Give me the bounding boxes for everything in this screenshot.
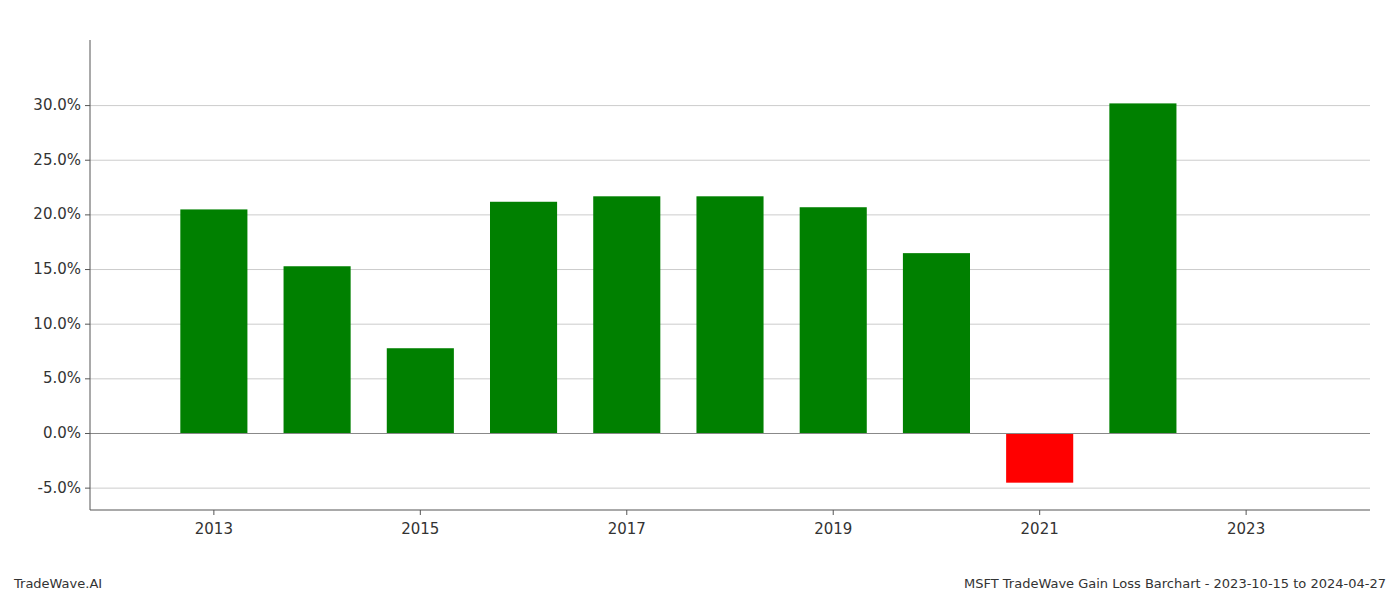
y-tick (85, 269, 90, 270)
bar (284, 266, 351, 433)
y-tick-label: 5.0% (43, 369, 81, 387)
y-tick (85, 378, 90, 379)
bar (1109, 103, 1176, 433)
bar (490, 202, 557, 434)
bars (180, 103, 1176, 482)
x-tick-label: 2023 (1227, 520, 1265, 538)
x-tick-label: 2019 (814, 520, 852, 538)
x-tick-label: 2015 (401, 520, 439, 538)
x-tick-label: 2013 (195, 520, 233, 538)
x-tick (1039, 510, 1040, 515)
x-axis-line (90, 510, 1370, 511)
y-tick-label: 15.0% (33, 260, 81, 278)
bar (593, 196, 660, 433)
y-tick (85, 214, 90, 215)
y-tick-label: 0.0% (43, 424, 81, 442)
axes: -5.0% 0.0% 5.0% 10.0% 15.0% 20.0% 25.0% 30.0% 20… (33, 40, 1370, 538)
chart-svg: -5.0% 0.0% 5.0% 10.0% 15.0% 20.0% 25.0% 30.0% 20… (0, 0, 1400, 600)
grid-line (90, 488, 1370, 489)
x-tick (1246, 510, 1247, 515)
y-axis-line (90, 40, 91, 510)
x-tick-label: 2017 (608, 520, 646, 538)
bar (1006, 433, 1073, 482)
x-tick (213, 510, 214, 515)
x-tick (420, 510, 421, 515)
grid-line (90, 160, 1370, 161)
grid-line (90, 105, 1370, 106)
y-tick-label: 10.0% (33, 315, 81, 333)
y-tick (85, 324, 90, 325)
footer-left: TradeWave.AI (13, 576, 102, 591)
y-tick (85, 105, 90, 106)
y-tick (85, 160, 90, 161)
y-tick (85, 433, 90, 434)
bar (387, 348, 454, 433)
x-tick (626, 510, 627, 515)
bar (800, 207, 867, 433)
grid (90, 106, 1370, 489)
y-tick-label: 30.0% (33, 96, 81, 114)
footer-right: MSFT TradeWave Gain Loss Barchart - 2023… (964, 576, 1386, 591)
y-tick-label: 25.0% (33, 151, 81, 169)
y-tick-label: 20.0% (33, 205, 81, 223)
x-tick (833, 510, 834, 515)
y-tick-label: -5.0% (37, 479, 81, 497)
bar (180, 209, 247, 433)
bar (696, 196, 763, 433)
bar (903, 253, 970, 433)
chart-container: -5.0% 0.0% 5.0% 10.0% 15.0% 20.0% 25.0% 30.0% 20… (0, 0, 1400, 600)
y-tick (85, 488, 90, 489)
x-tick-label: 2021 (1021, 520, 1059, 538)
grid-line (90, 433, 1370, 434)
zero-line (90, 433, 1370, 434)
